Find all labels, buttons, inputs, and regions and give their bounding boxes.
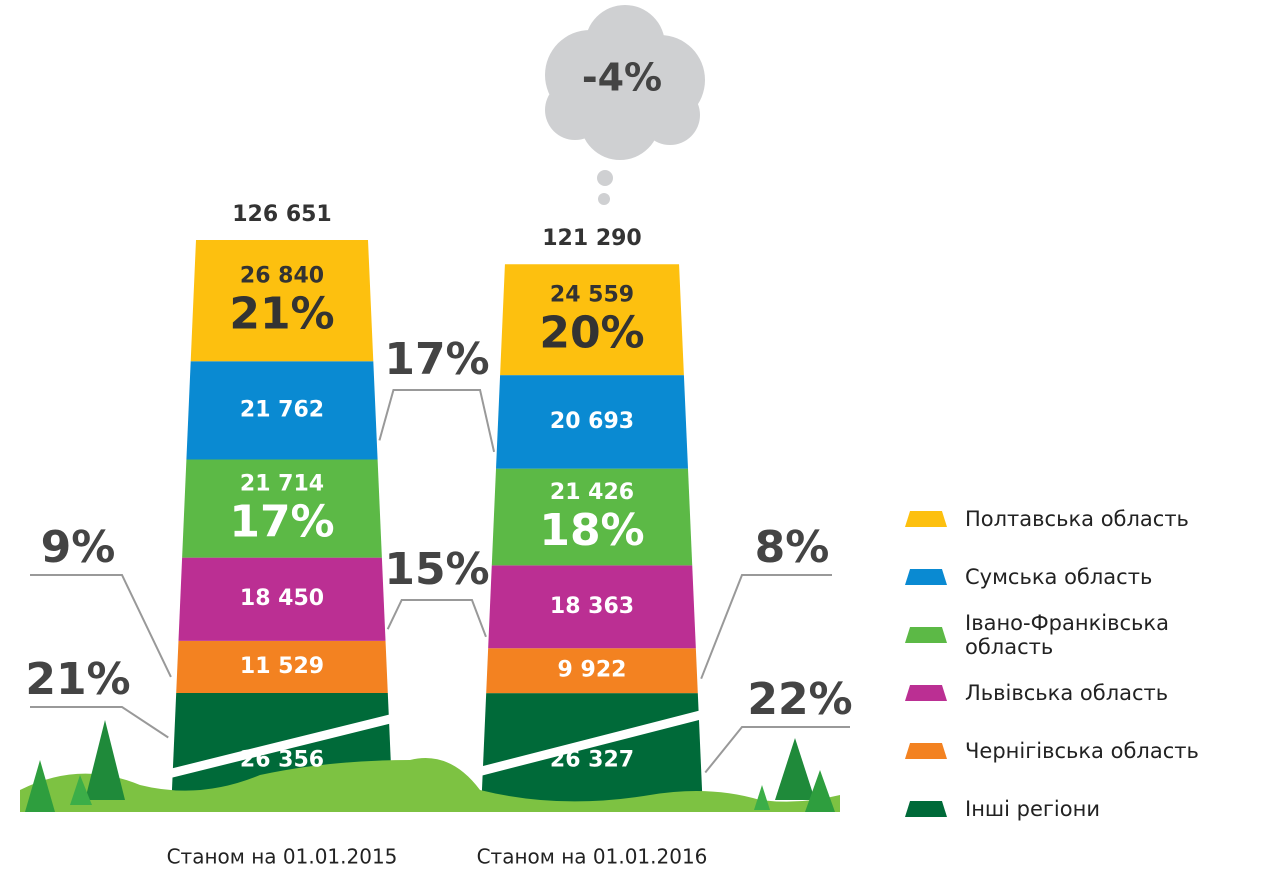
trees [25, 720, 835, 812]
value-label: 26 356 [240, 747, 324, 772]
bar-segment [496, 375, 688, 469]
share-label: 9% [41, 522, 116, 573]
bar-segment [190, 240, 374, 362]
share-label: 21% [25, 654, 130, 705]
legend-label: Чернігівська область [965, 739, 1199, 763]
share-label: 21% [229, 289, 334, 340]
legend-item: Чернігівська область [905, 722, 1205, 780]
legend-swatch [905, 569, 947, 585]
value-label: 20 693 [550, 409, 634, 434]
bar-segment [488, 565, 696, 649]
legend-label: Львівська область [965, 681, 1169, 705]
bar-segment [491, 468, 693, 566]
share-label: 17% [229, 497, 334, 548]
legend-swatch [905, 743, 947, 759]
callout-line [30, 574, 172, 678]
legend-label: Полтавська область [965, 507, 1189, 531]
hills [20, 758, 840, 812]
bar-segment [186, 361, 378, 460]
legend-item: Львівська область [905, 664, 1205, 722]
cloud [545, 5, 705, 205]
value-label: 26 327 [550, 748, 634, 773]
legend: Полтавська область Сумська область Івано-Ф… [905, 490, 1205, 838]
bar-segment [486, 648, 698, 694]
value-label: 21 426 [550, 480, 634, 505]
value-label: 26 840 [240, 264, 324, 289]
value-label: 18 363 [550, 594, 634, 619]
legend-label: Інші регіони [965, 797, 1100, 821]
value-label: 21 762 [240, 397, 324, 422]
legend-item: Інші регіони [905, 780, 1205, 838]
legend-swatch [905, 801, 947, 817]
legend-label: Сумська область [965, 565, 1153, 589]
bar-segment [500, 264, 684, 376]
change-label: -4% [582, 56, 662, 100]
value-label: 24 559 [550, 283, 634, 308]
category-label: Станом на 01.01.2016 [477, 845, 708, 869]
bar-segment [176, 640, 388, 693]
callout-line [378, 389, 496, 453]
value-label: 21 714 [240, 472, 324, 497]
share-label: 18% [539, 505, 644, 556]
legend-item: Полтавська область [905, 490, 1205, 548]
callout-line [704, 726, 850, 774]
legend-item: Івано-Франківська область [905, 606, 1205, 664]
legend-swatch [905, 685, 947, 701]
value-label: 9 922 [558, 658, 627, 683]
bar-segment [178, 557, 386, 641]
break-marks [158, 707, 714, 781]
legend-label: Івано-Франківська область [965, 611, 1169, 659]
bar-segment [182, 459, 382, 558]
share-label: 22% [747, 674, 852, 725]
callout-line [700, 574, 832, 680]
total-label: 121 290 [542, 226, 642, 251]
callout-line [30, 706, 169, 739]
callout-line [386, 599, 487, 638]
share-label: 20% [539, 308, 644, 359]
share-label: 15% [384, 544, 489, 595]
labels: Станом на 01.01.2015 26 356 11 529 18 450 21… [25, 202, 852, 869]
total-label: 126 651 [232, 202, 332, 227]
legend-swatch [905, 627, 947, 643]
share-label: 17% [384, 334, 489, 385]
share-label: 8% [755, 522, 830, 573]
value-label: 18 450 [240, 586, 324, 611]
bar-segment [481, 693, 703, 812]
value-label: 11 529 [240, 654, 324, 679]
legend-item: Сумська область [905, 548, 1205, 606]
columns [171, 240, 703, 812]
category-label: Станом на 01.01.2015 [167, 845, 398, 869]
legend-swatch [905, 511, 947, 527]
